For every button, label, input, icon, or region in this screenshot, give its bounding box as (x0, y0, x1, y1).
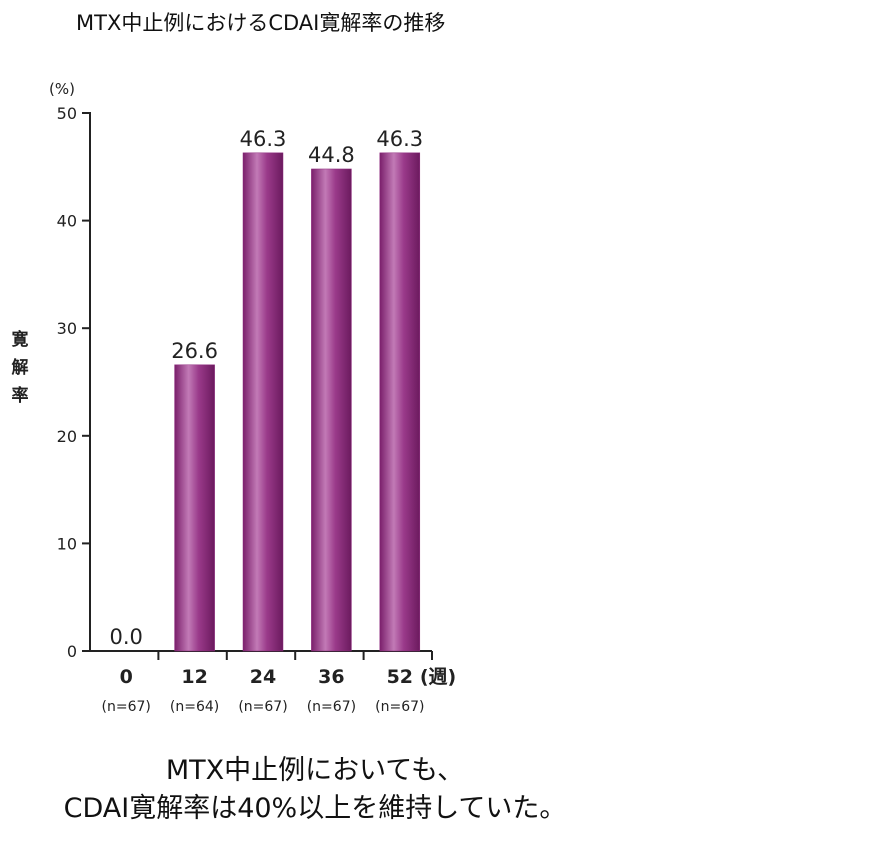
x-tick-label: 52 (387, 666, 413, 688)
bar-value-label: 44.8 (308, 143, 355, 167)
n-label: (n=67) (307, 699, 356, 715)
y-axis-label: 寛解率 (12, 329, 29, 406)
x-tick-label: 0 (120, 666, 133, 688)
n-label: (n=67) (238, 699, 287, 715)
n-label: (n=67) (375, 699, 424, 715)
chart-bars (174, 152, 421, 652)
y-tick-label: 10 (57, 534, 77, 553)
x-tick-label: 24 (250, 666, 276, 688)
caption-line-1: MTX中止例においても、 (165, 755, 465, 786)
bar-value-label: 46.3 (240, 127, 287, 151)
y-tick-label: 50 (57, 104, 77, 123)
bar-week-36 (311, 168, 352, 652)
bar-chart: 0 10 20 30 40 50 (%) 寛解率 0.0 0 (n=67) 26.6 12 (n=64)… (12, 80, 457, 715)
chart-title: MTX中止例におけるCDAI寛解率の推移 (76, 11, 446, 35)
y-tick-label: 0 (67, 642, 77, 661)
bar-value-label: 46.3 (376, 127, 423, 151)
y-tick-label: 20 (57, 427, 77, 446)
bar-week-24 (242, 152, 284, 652)
bar-value-label: 0.0 (109, 625, 142, 649)
caption-line-2: CDAI寛解率は40%以上を維持していた。 (63, 793, 567, 824)
caption: MTX中止例においても、 CDAI寛解率は40%以上を維持していた。 (0, 752, 630, 828)
bar-week-52 (379, 152, 421, 652)
bar-value-label: 26.6 (171, 339, 218, 363)
y-tick-label: 40 (57, 212, 77, 231)
chart-labels: 0.0 0 (n=67) 26.6 12 (n=64) 46.3 24 (n=67) 44.8 36… (102, 127, 457, 715)
bar-week-12 (174, 364, 215, 652)
y-tick-label: 30 (57, 319, 77, 338)
chart-axes: 0 10 20 30 40 50 (%) 寛解率 (12, 80, 433, 661)
n-label: (n=64) (170, 699, 219, 715)
n-label: (n=67) (102, 699, 151, 715)
x-tick-label: 12 (181, 666, 207, 688)
x-tick-label: 36 (318, 666, 344, 688)
y-unit-label: (%) (49, 80, 75, 98)
x-unit-label: (週) (420, 666, 456, 688)
